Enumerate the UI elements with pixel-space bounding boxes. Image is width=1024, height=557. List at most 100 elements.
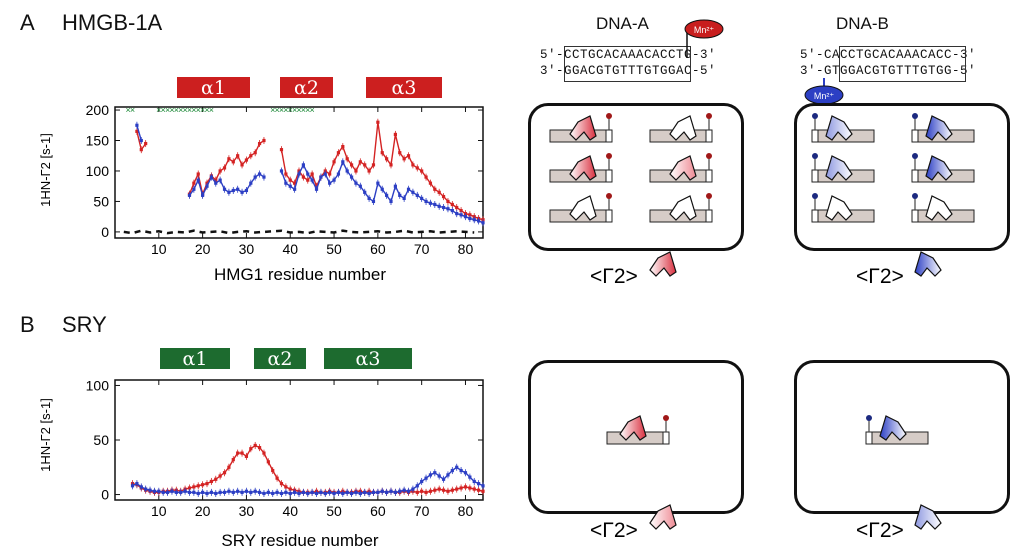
helix-a2-bar: α2	[280, 77, 333, 99]
spin-label-dot	[606, 113, 612, 119]
spin-label-dot	[706, 193, 712, 199]
dna-b-strand2: 3'-GTGGACGTGTTTGTGG-5'	[800, 64, 977, 78]
mn-tag-a: Mn²⁺	[684, 19, 724, 58]
hmg-protein-shape	[925, 155, 953, 181]
unassigned-marker: ×	[301, 105, 306, 115]
x-axis-label: HMG1 residue number	[214, 265, 386, 284]
unassigned-marker: ×	[274, 105, 279, 115]
unassigned-marker: ×	[161, 105, 166, 115]
unassigned-marker: ×	[204, 105, 209, 115]
hmg-protein-shape	[669, 115, 697, 141]
dna-end	[705, 209, 713, 223]
panel-a-letter: A	[20, 10, 35, 35]
x-tick-label: 10	[151, 503, 167, 519]
dna-a-title: DNA-A	[596, 14, 649, 33]
unassigned-marker: ×	[288, 105, 293, 115]
avg-gamma-label-a: <Γ2>	[590, 519, 638, 542]
hmg-protein-shape	[825, 195, 853, 221]
unassigned-marker: ×	[130, 105, 135, 115]
unassigned-marker: ×	[270, 105, 275, 115]
avg-gamma-label-b: <Γ2>	[856, 519, 904, 542]
unassigned-marker: ×	[126, 105, 131, 115]
spin-label-dot	[912, 153, 918, 159]
hmg-protein-shape	[619, 415, 647, 441]
unassigned-marker: ×	[178, 105, 183, 115]
dna-end	[662, 431, 670, 445]
helix-a3-bar: α3	[366, 77, 442, 99]
x-axis-label: SRY residue number	[221, 531, 379, 550]
unassigned-marker: ×	[200, 105, 205, 115]
x-tick-label: 20	[195, 503, 211, 519]
helix-b2-bar: α2	[254, 348, 306, 370]
unassigned-marker: ×	[310, 105, 315, 115]
y-axis-label: 1HN-Γ2 [s-1]	[38, 398, 53, 472]
spin-label-dot	[663, 415, 669, 421]
unassigned-marker: ×	[296, 105, 301, 115]
spin-label-dot	[912, 113, 918, 119]
dna-end	[605, 129, 613, 143]
spin-label-dot	[606, 193, 612, 199]
hmg-protein-shape	[569, 195, 597, 221]
hmg-protein-shape	[669, 155, 697, 181]
avg-gamma-label-a: <Γ2>	[590, 265, 638, 288]
y-tick-label: 50	[93, 432, 109, 448]
spin-label-dot	[812, 193, 818, 199]
dna-end	[811, 129, 819, 143]
unassigned-marker: ×	[209, 105, 214, 115]
helix-b1-bar: α1	[160, 348, 230, 370]
dna-end	[911, 209, 919, 223]
dna-end	[705, 129, 713, 143]
mn-label: Mn²⁺	[814, 91, 834, 101]
panel-b-letter: B	[20, 312, 35, 337]
y-tick-label: 0	[101, 224, 109, 240]
dna-b-strand1: 5'-CACCTGCACAAACACC-3'	[800, 48, 977, 62]
unassigned-marker: ×	[191, 105, 196, 115]
helix-b3-bar: α3	[324, 348, 412, 370]
hmg-protein-shape	[649, 251, 677, 277]
x-tick-label: 60	[370, 241, 386, 257]
panel-b-title: SRY	[62, 312, 107, 337]
spin-label-dot	[812, 113, 818, 119]
y-tick-label: 100	[86, 377, 110, 393]
spin-label-dot	[706, 113, 712, 119]
spin-label-dot	[866, 415, 872, 421]
hmg-protein-shape	[914, 504, 942, 530]
plot-frame	[114, 106, 484, 239]
spin-label-dot	[606, 153, 612, 159]
x-tick-label: 80	[458, 241, 474, 257]
unassigned-marker: ×	[169, 105, 174, 115]
x-tick-label: 40	[282, 241, 298, 257]
dna-end	[605, 209, 613, 223]
hmg-protein-shape	[925, 195, 953, 221]
dna-end	[811, 169, 819, 183]
helix-a1-bar: α1	[177, 77, 250, 99]
x-tick-label: 80	[458, 503, 474, 519]
y-tick-label: 100	[86, 163, 110, 179]
avg-gamma-label-b: <Γ2>	[856, 265, 904, 288]
unassigned-marker: ×	[196, 105, 201, 115]
unassigned-marker: ×	[305, 105, 310, 115]
x-tick-label: 70	[414, 241, 430, 257]
dna-b-bracket	[839, 46, 966, 82]
x-tick-label: 40	[282, 503, 298, 519]
hmg-protein-shape	[925, 115, 953, 141]
y-tick-label: 200	[86, 102, 110, 118]
x-tick-label: 60	[370, 503, 386, 519]
spin-label-dot	[706, 153, 712, 159]
spin-label-dot	[912, 193, 918, 199]
hmg-protein-shape	[569, 115, 597, 141]
unassigned-marker: ×	[187, 105, 192, 115]
y-tick-label: 0	[101, 487, 109, 503]
x-tick-label: 20	[195, 241, 211, 257]
series-line-reference	[123, 229, 475, 235]
unassigned-marker: ×	[283, 105, 288, 115]
dna-end	[911, 169, 919, 183]
series-line-dna-b	[136, 125, 142, 141]
chart-sry: 10 20 30 40 50 60 70 80 0 50 100 SRY residue numbe…	[38, 377, 485, 550]
unassigned-marker: ×	[174, 105, 179, 115]
x-tick-label: 50	[326, 503, 342, 519]
mn-label: Mn²⁺	[694, 25, 714, 35]
hmg-protein-shape	[914, 251, 942, 277]
dna-b-title: DNA-B	[836, 14, 889, 33]
hmg-protein-shape	[879, 415, 907, 441]
